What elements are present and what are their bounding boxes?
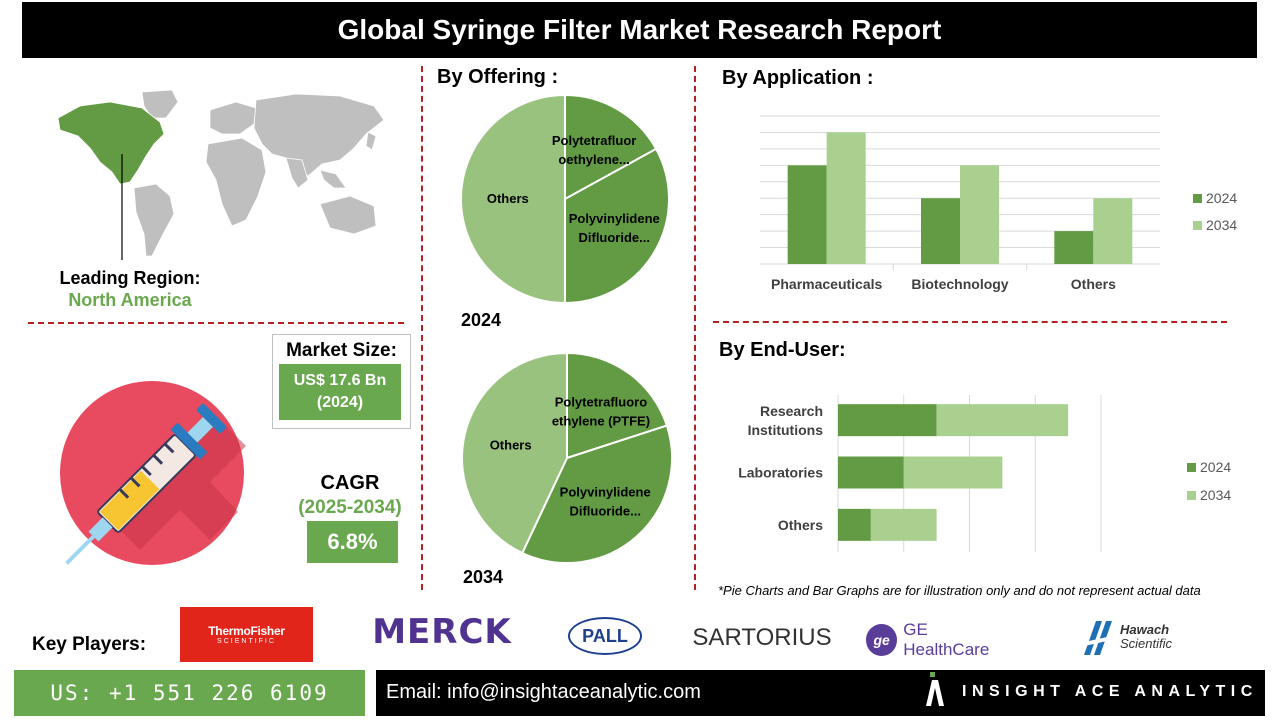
page-title: Global Syringe Filter Market Research Re… — [22, 2, 1257, 58]
pie-2024-caption: 2024 — [461, 310, 502, 330]
app-bar-2024-1 — [921, 198, 960, 264]
pie-chart-2024: Polytetrafluor oethylene... Polyvinylidene… — [460, 93, 670, 305]
world-map — [57, 89, 385, 260]
thermo-fisher-logo: ThermoFisher SCIENTIFIC — [180, 607, 313, 662]
enduser-bar-2024-2 — [838, 508, 871, 541]
enduser-category-label-0: Research Institutions — [748, 403, 824, 438]
thermo-fisher-logo-text: ThermoFisher — [208, 624, 285, 638]
market-size-year: (2024) — [316, 394, 364, 411]
enduser-legend-swatch-2034 — [1187, 491, 1196, 500]
enduser-bar-2024-0 — [838, 404, 937, 437]
disclaimer-note: *Pie Charts and Bar Graphs are for illus… — [718, 583, 1201, 598]
offering-heading: By Offering : — [437, 66, 559, 88]
syringe-icon — [60, 381, 246, 565]
end-user-heading: By End-User: — [719, 339, 846, 361]
enduser-bar-2034-0 — [936, 404, 1069, 437]
pie-2034-label-2: Others — [490, 437, 532, 452]
enduser-category-label-2: Others — [778, 517, 823, 533]
market-size-label: Market Size: — [286, 340, 397, 361]
pie-2034-caption: 2034 — [463, 567, 504, 587]
app-bar-2034-0 — [826, 132, 866, 264]
cagr-label: CAGR — [320, 472, 380, 494]
pie-2034-slice-2 — [461, 351, 568, 555]
end-user-bar-chart: Research Institutions Laboratories Others 20… — [738, 395, 1231, 552]
ge-monogram-icon: ge — [866, 624, 898, 656]
hawach-mark-icon — [1079, 621, 1116, 655]
enduser-bar-2034-1 — [903, 456, 1003, 489]
enduser-bar-2024-1 — [838, 456, 904, 489]
app-bar-2034-2 — [1093, 198, 1133, 264]
app-legend-swatch-2034 — [1193, 221, 1202, 230]
divider-region — [28, 322, 404, 324]
sartorius-logo: SARTORIUS — [692, 624, 832, 651]
ge-healthcare-logo: ge GE HealthCare — [866, 620, 1016, 660]
pie-2034-slice-1 — [520, 424, 673, 564]
divider-application — [713, 321, 1227, 323]
pie-2024-label-2: Others — [487, 191, 529, 206]
hawach-logo-text: Hawach — [1119, 622, 1170, 637]
phone-number[interactable]: US: +1 551 226 6109 — [14, 670, 365, 716]
enduser-legend-label-2024: 2024 — [1200, 459, 1231, 475]
north-america-shape — [57, 101, 165, 185]
app-legend-swatch-2024 — [1193, 194, 1202, 203]
market-size-amount: US$ 17.6 Bn — [293, 372, 387, 389]
leading-region-label: Leading Region: — [59, 268, 201, 288]
divider-right — [694, 66, 696, 590]
email-link[interactable]: Email: info@insightaceanalytic.com — [386, 681, 701, 703]
app-bar-2024-0 — [787, 165, 827, 264]
cagr-value: 6.8% — [307, 521, 398, 563]
enduser-legend-label-2034: 2034 — [1200, 487, 1231, 503]
app-legend-label-2034: 2034 — [1206, 217, 1237, 233]
pie-2024-label-1: Polyvinylidene Difluoride... — [569, 211, 660, 245]
cagr-period: (2025-2034) — [298, 497, 402, 518]
app-category-label-2: Others — [1071, 276, 1116, 292]
app-bar-2024-2 — [1054, 231, 1094, 264]
enduser-category-label-1: Laboratories — [738, 465, 823, 481]
pie-2034-slice-0 — [566, 351, 669, 460]
enduser-bar-2034-2 — [870, 508, 937, 541]
pie-2034-label-0: Polytetrafluoro ethylene (PTFE) — [552, 394, 650, 428]
pie-2024-slice-0 — [564, 93, 658, 201]
enduser-legend-swatch-2024 — [1187, 463, 1196, 472]
footer-bar — [376, 670, 1265, 716]
brand-name: INSIGHT ACE ANALYTIC — [962, 683, 1258, 700]
thermo-fisher-logo-subtext: SCIENTIFIC — [217, 638, 276, 645]
app-bar-2034-1 — [960, 165, 999, 264]
divider-left — [421, 66, 423, 590]
pie-2034-label-1: Polyvinylidene Difluoride... — [560, 484, 651, 518]
key-players-label: Key Players: — [32, 634, 147, 655]
app-category-label-1: Biotechnology — [911, 276, 1008, 292]
hawach-logo-subtext: Scientific — [1119, 636, 1173, 651]
pie-chart-2034: Polytetrafluoro ethylene (PTFE) Polyvinyli… — [461, 351, 673, 564]
application-heading: By Application : — [722, 67, 874, 89]
app-category-label-0: Pharmaceuticals — [771, 276, 882, 292]
app-legend-label-2024: 2024 — [1206, 190, 1237, 206]
market-size-value: US$ 17.6 Bn (2024) — [279, 364, 401, 420]
pall-logo: PALL — [568, 617, 642, 655]
pie-2024-label-0: Polytetrafluor oethylene... — [552, 133, 637, 167]
ge-healthcare-logo-text: GE HealthCare — [903, 620, 990, 659]
application-bar-chart: Pharmaceuticals Biotechnology Others 2024 20… — [760, 115, 1237, 292]
pie-2024-slice-1 — [564, 147, 670, 305]
leading-region-value: North America — [68, 290, 192, 310]
pie-2024-slice-2 — [460, 93, 566, 305]
insight-ace-logo-icon — [926, 672, 944, 706]
merck-logo: MERCK — [372, 612, 512, 652]
hawach-logo: Hawach Scientific — [1075, 614, 1177, 660]
